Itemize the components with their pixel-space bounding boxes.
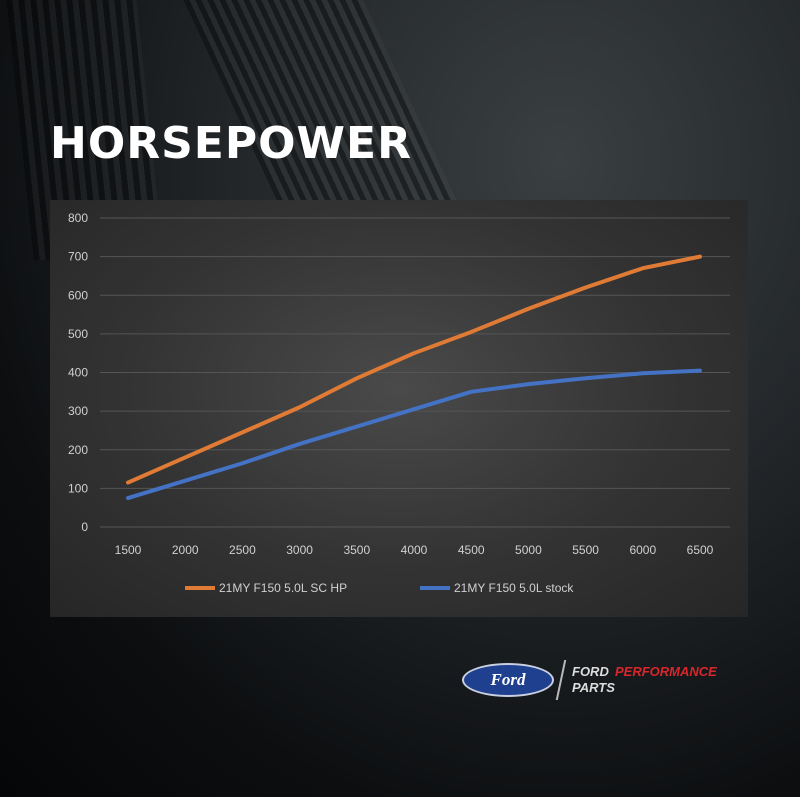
page-title: HORSEPOWER — [50, 118, 412, 169]
chart-panel: 0 100 200 300 400 500 600 700 800 1500 2000 2500 300… — [50, 200, 748, 617]
logo-parts-text: PARTS — [572, 680, 615, 695]
x-tick-label: 3000 — [286, 543, 313, 557]
tire-track — [183, 0, 457, 200]
y-tick-label: 600 — [68, 288, 88, 302]
series-line-2 — [126, 368, 702, 501]
y-tick-label: 400 — [68, 366, 88, 380]
logo-ford-text: FORD — [572, 664, 609, 679]
x-tick-label: 1500 — [115, 543, 142, 557]
legend-label-1: 21MY F150 5.0L SC HP — [219, 581, 347, 595]
y-tick-label: 300 — [68, 404, 88, 418]
y-tick-label: 500 — [68, 327, 88, 341]
x-tick-label: 6000 — [629, 543, 656, 557]
x-tick-label: 4000 — [401, 543, 428, 557]
series-line-1 — [126, 254, 702, 485]
logo-performance-text: PERFORMANCE — [615, 664, 717, 679]
logo-divider — [555, 660, 567, 700]
ford-performance-logo: Ford FORD PERFORMANCE PARTS — [460, 660, 760, 700]
y-tick-label: 800 — [68, 211, 88, 225]
ford-oval-logo: Ford — [462, 663, 554, 697]
x-tick-label: 5500 — [572, 543, 599, 557]
x-tick-label: 5000 — [515, 543, 542, 557]
x-tick-label: 3500 — [343, 543, 370, 557]
legend-label-2: 21MY F150 5.0L stock — [454, 581, 574, 595]
x-tick-label: 2500 — [229, 543, 256, 557]
y-tick-label: 200 — [68, 443, 88, 457]
y-tick-label: 100 — [68, 481, 88, 495]
y-tick-label: 0 — [81, 520, 88, 534]
x-tick-label: 6500 — [687, 543, 714, 557]
x-tick-label: 4500 — [458, 543, 485, 557]
horsepower-chart: 0 100 200 300 400 500 600 700 800 1500 2000 2500 300… — [68, 211, 730, 595]
x-tick-label: 2000 — [172, 543, 199, 557]
y-tick-label: 700 — [68, 250, 88, 264]
